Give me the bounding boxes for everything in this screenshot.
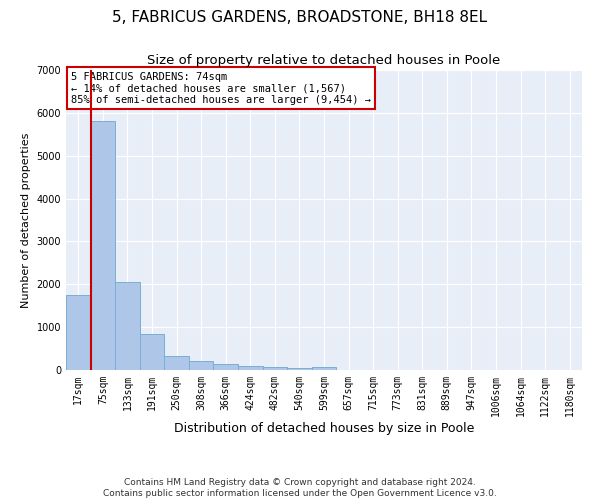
Bar [140,334,164,370]
Bar [189,360,214,370]
Bar [66,295,91,370]
Bar [115,282,140,370]
Text: Contains HM Land Registry data © Crown copyright and database right 2024.
Contai: Contains HM Land Registry data © Crown c… [103,478,497,498]
X-axis label: Distribution of detached houses by size in Poole: Distribution of detached houses by size … [174,422,474,434]
Bar [287,368,312,370]
Bar [263,367,287,370]
Text: 5, FABRICUS GARDENS, BROADSTONE, BH18 8EL: 5, FABRICUS GARDENS, BROADSTONE, BH18 8E… [112,10,488,25]
Bar [91,122,115,370]
Bar [164,356,189,370]
Bar [312,367,336,370]
Text: 5 FABRICUS GARDENS: 74sqm
← 14% of detached houses are smaller (1,567)
85% of se: 5 FABRICUS GARDENS: 74sqm ← 14% of detac… [71,72,371,104]
Title: Size of property relative to detached houses in Poole: Size of property relative to detached ho… [148,54,500,68]
Y-axis label: Number of detached properties: Number of detached properties [21,132,31,308]
Bar [238,366,263,370]
Bar [214,364,238,370]
